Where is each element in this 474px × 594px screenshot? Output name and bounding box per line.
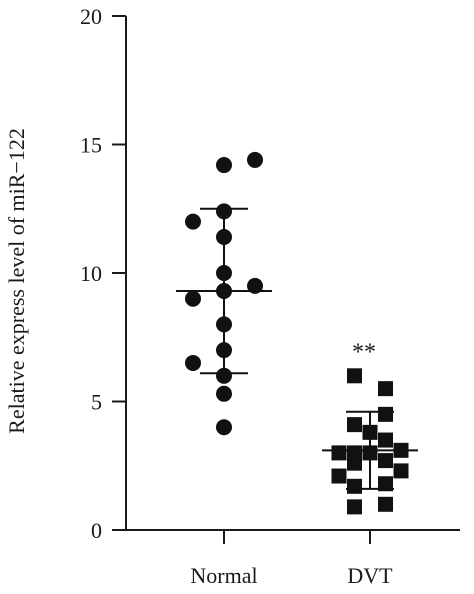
data-point-circle bbox=[247, 277, 263, 294]
significance-label: ** bbox=[352, 340, 376, 366]
data-point-circle bbox=[247, 151, 263, 168]
data-point-square bbox=[347, 368, 362, 384]
y-axis-title: Relative express level of miR−122 bbox=[4, 128, 29, 434]
data-point-circle bbox=[216, 229, 232, 246]
data-point-square bbox=[393, 463, 409, 479]
data-point-square bbox=[378, 453, 393, 469]
data-marks bbox=[176, 151, 418, 515]
data-point-circle bbox=[216, 203, 232, 220]
data-point-square bbox=[362, 445, 378, 461]
labels: 0 5 10 15 20 Normal DVT Relative express level … bbox=[4, 4, 393, 588]
data-point-circle bbox=[185, 290, 201, 307]
data-point-circle bbox=[216, 419, 232, 436]
data-point-circle bbox=[216, 265, 232, 281]
data-point-square bbox=[393, 442, 409, 458]
data-point-square bbox=[378, 496, 393, 512]
data-point-circle bbox=[216, 316, 232, 333]
data-point-square bbox=[347, 499, 362, 515]
data-point-square bbox=[331, 445, 347, 461]
y-tick-label: 15 bbox=[80, 133, 102, 158]
data-point-circle bbox=[216, 342, 232, 359]
data-point-circle bbox=[216, 157, 232, 174]
data-point-circle bbox=[216, 367, 232, 384]
y-tick-label: 20 bbox=[80, 4, 102, 29]
data-point-square bbox=[378, 406, 393, 422]
x-tick-label: Normal bbox=[190, 563, 257, 588]
x-tick-label: DVT bbox=[347, 563, 393, 588]
data-point-circle bbox=[216, 282, 232, 299]
data-point-square bbox=[347, 417, 362, 433]
data-point-square bbox=[347, 478, 362, 494]
data-point-circle bbox=[216, 385, 232, 402]
data-point-square bbox=[378, 476, 393, 492]
data-point-square bbox=[362, 424, 378, 440]
data-point-circle bbox=[185, 213, 201, 230]
y-tick-label: 5 bbox=[91, 390, 102, 415]
data-point-square bbox=[378, 381, 393, 397]
axes bbox=[112, 15, 460, 544]
y-tick-label: 0 bbox=[91, 518, 102, 543]
data-point-square bbox=[347, 455, 362, 471]
data-point-square bbox=[378, 432, 393, 448]
data-point-square bbox=[331, 468, 347, 484]
data-point-circle bbox=[185, 354, 201, 371]
y-tick-label: 10 bbox=[80, 261, 102, 286]
